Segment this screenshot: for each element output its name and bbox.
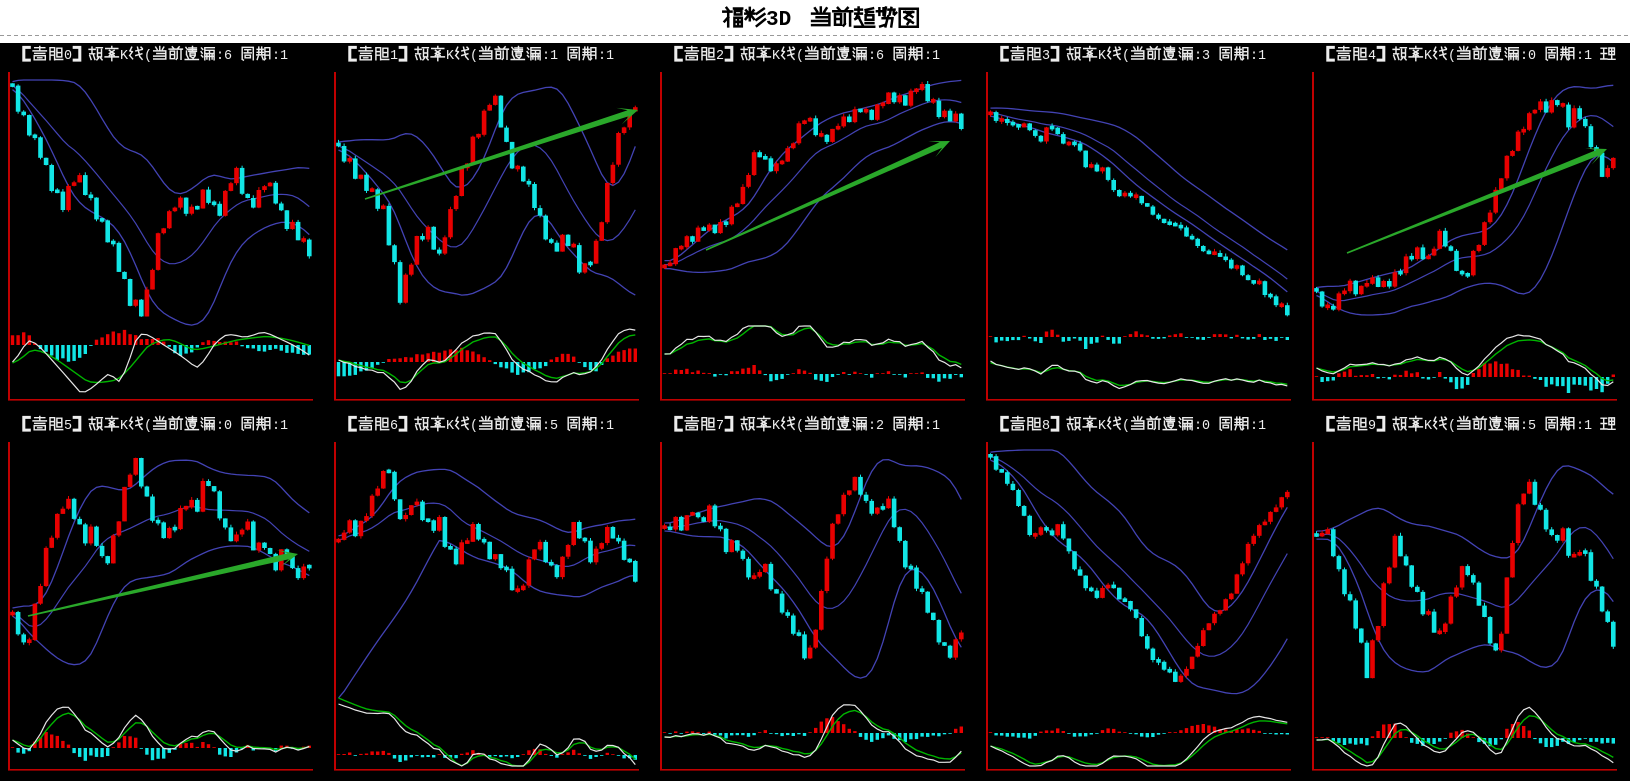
svg-text::1: :1: [542, 49, 558, 64]
svg-text:7: 7: [716, 419, 724, 434]
svg-text::0: :0: [1194, 419, 1210, 434]
svg-text:K: K: [446, 49, 455, 64]
svg-text:8: 8: [1042, 419, 1050, 434]
svg-text:(: (: [1448, 419, 1456, 434]
svg-text:(: (: [796, 49, 804, 64]
svg-text:9: 9: [1368, 419, 1376, 434]
svg-text:(: (: [144, 49, 152, 64]
svg-text::1: :1: [598, 49, 614, 64]
svg-text:K: K: [1424, 49, 1433, 64]
svg-text:4: 4: [1368, 49, 1376, 64]
svg-text:0: 0: [64, 49, 72, 64]
svg-text::5: :5: [1520, 419, 1536, 434]
svg-text::1: :1: [924, 49, 940, 64]
svg-text::2: :2: [868, 419, 884, 434]
svg-text::6: :6: [216, 49, 232, 64]
svg-text::1: :1: [1250, 419, 1266, 434]
svg-text:K: K: [1098, 419, 1107, 434]
svg-text::1: :1: [924, 419, 940, 434]
svg-text:3D: 3D: [766, 9, 791, 32]
svg-text:5: 5: [64, 419, 72, 434]
svg-text::6: :6: [868, 49, 884, 64]
svg-text::1: :1: [1576, 419, 1592, 434]
svg-text:(: (: [144, 419, 152, 434]
svg-text:K: K: [1424, 419, 1433, 434]
svg-text:K: K: [120, 419, 129, 434]
svg-text:(: (: [470, 419, 478, 434]
svg-text::1: :1: [1576, 49, 1592, 64]
svg-text:K: K: [120, 49, 129, 64]
svg-text::0: :0: [216, 419, 232, 434]
svg-text:K: K: [1098, 49, 1107, 64]
svg-text:K: K: [772, 49, 781, 64]
svg-text:(: (: [470, 49, 478, 64]
svg-text:3: 3: [1042, 49, 1050, 64]
svg-text:(: (: [1122, 419, 1130, 434]
svg-text::0: :0: [1520, 49, 1536, 64]
svg-text:K: K: [772, 419, 781, 434]
svg-text:2: 2: [716, 49, 724, 64]
svg-text:K: K: [446, 419, 455, 434]
svg-text:(: (: [1122, 49, 1130, 64]
svg-text::5: :5: [542, 419, 558, 434]
svg-text::1: :1: [272, 419, 288, 434]
svg-text:(: (: [796, 419, 804, 434]
svg-text:(: (: [1448, 49, 1456, 64]
svg-text::1: :1: [598, 419, 614, 434]
svg-text::3: :3: [1194, 49, 1210, 64]
svg-text:1: 1: [390, 49, 398, 64]
svg-text:6: 6: [390, 419, 398, 434]
svg-text::1: :1: [1250, 49, 1266, 64]
svg-text::1: :1: [272, 49, 288, 64]
